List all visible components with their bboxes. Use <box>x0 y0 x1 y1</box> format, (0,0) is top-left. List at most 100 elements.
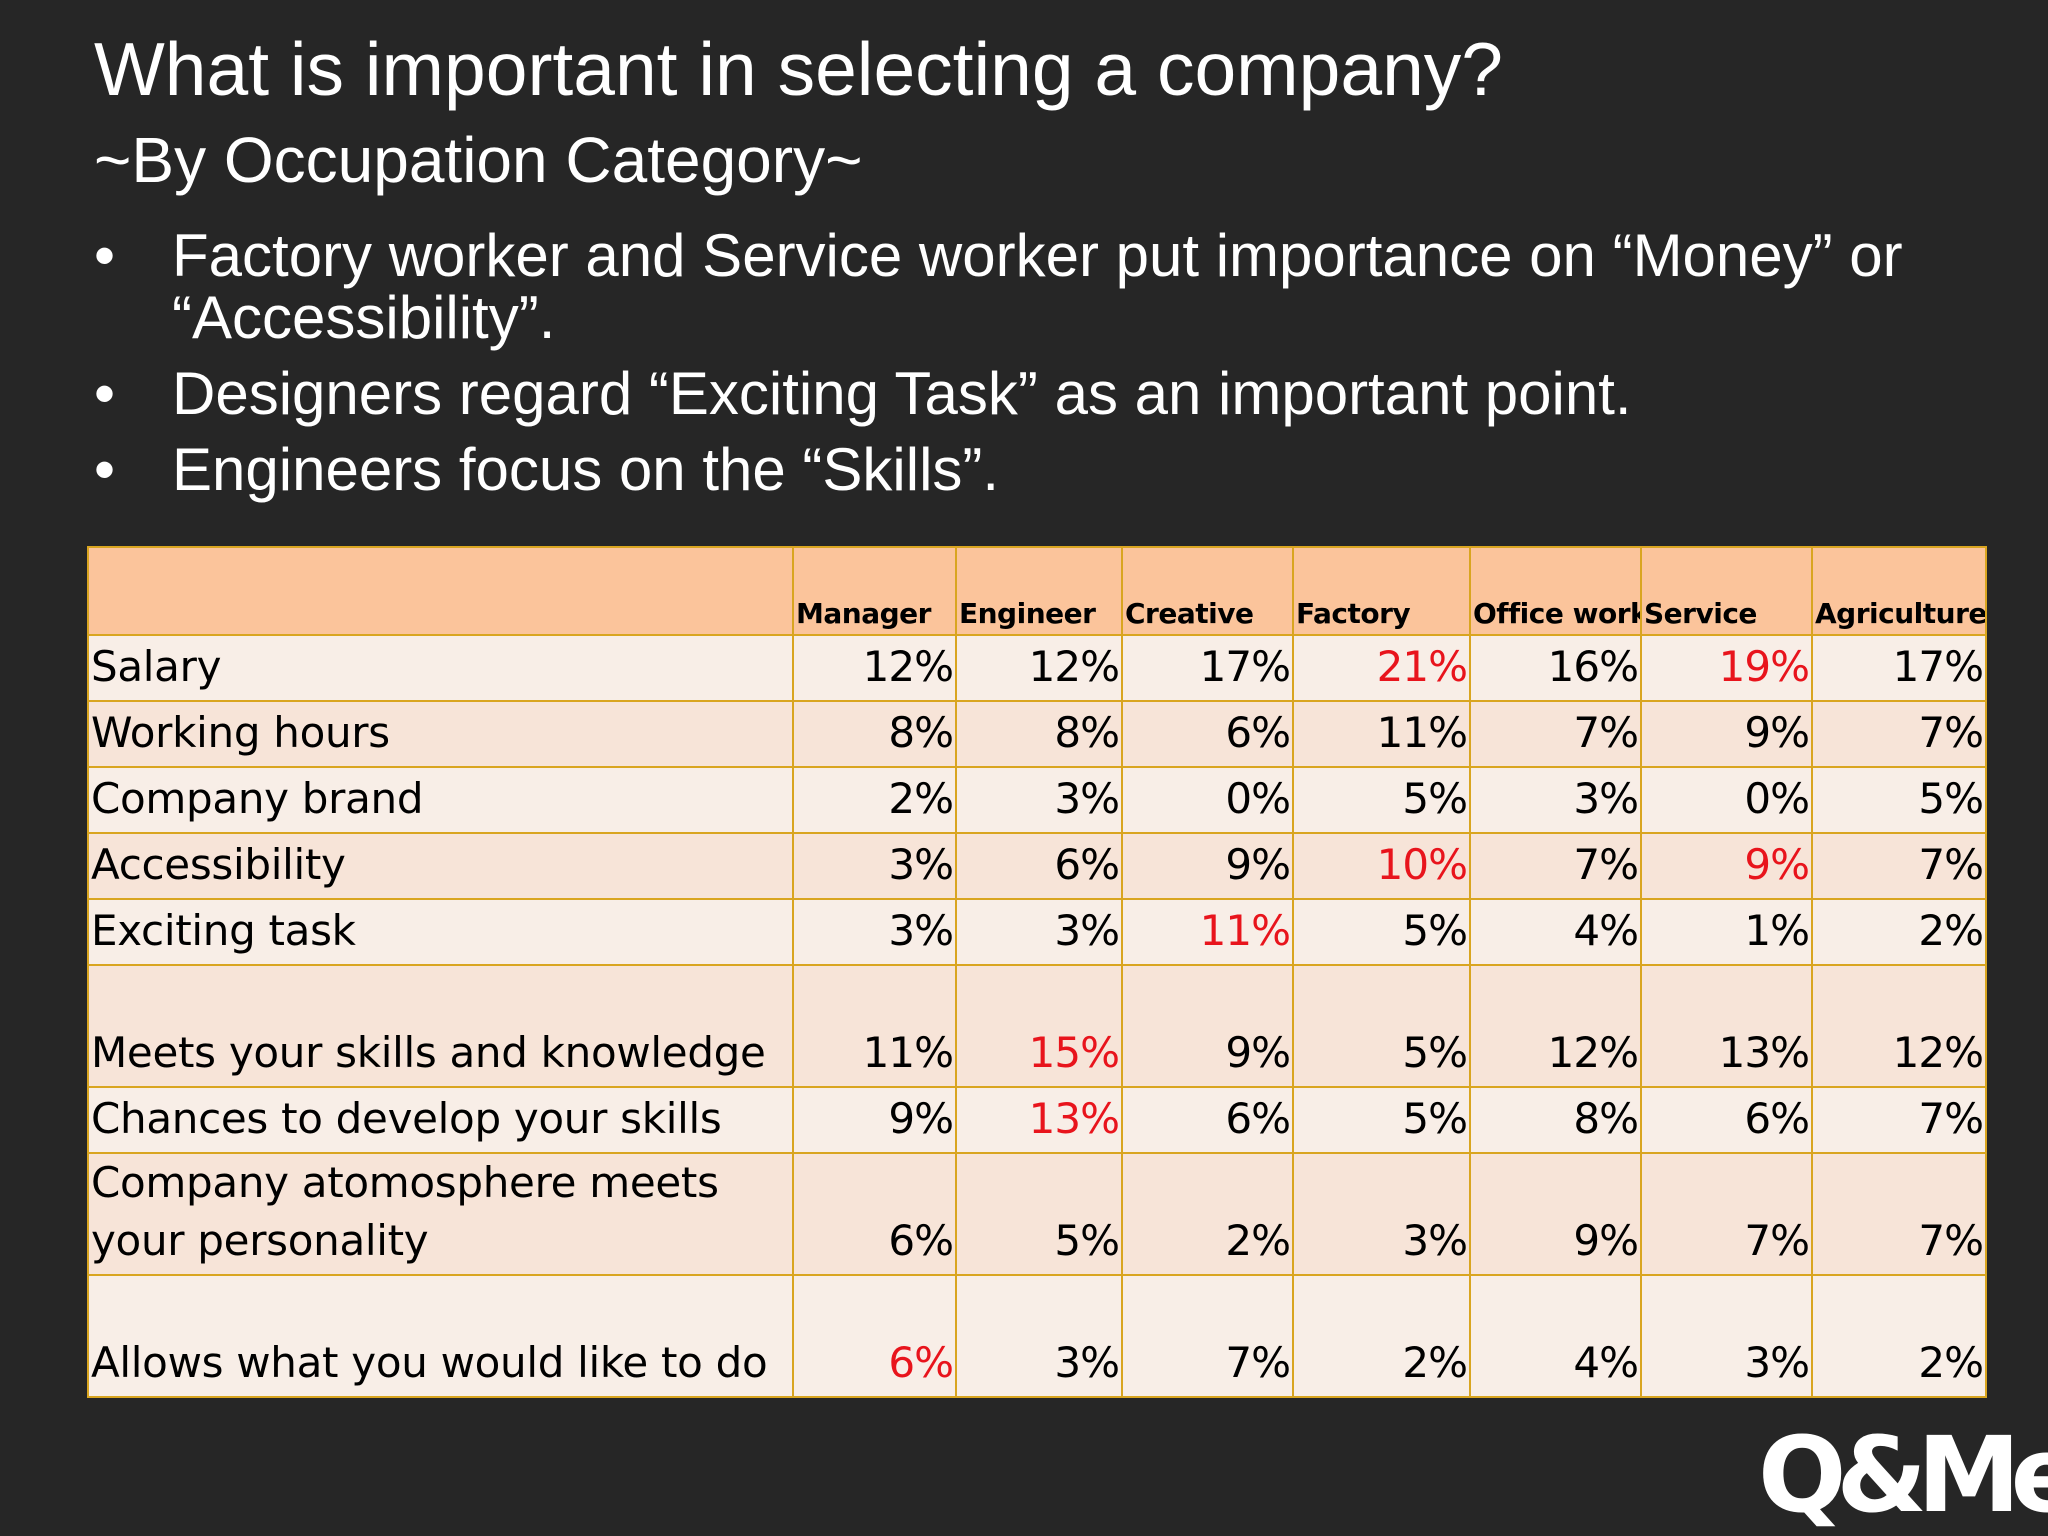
value-cell: 19% <box>1640 634 1813 702</box>
value-cell: 5% <box>1292 766 1471 834</box>
value-cell: 3% <box>955 898 1123 966</box>
value-cell: 12% <box>955 634 1123 702</box>
value-cell: 7% <box>1811 1152 1987 1276</box>
value-cell: 9% <box>1121 964 1294 1088</box>
value-cell: 3% <box>1292 1152 1471 1276</box>
slide-subtitle: ~By Occupation Category~ <box>94 124 863 196</box>
value-cell: 7% <box>1811 700 1987 768</box>
value-cell: 13% <box>1640 964 1813 1088</box>
row-label: Accessibility <box>87 832 794 900</box>
value-cell: 1% <box>1640 898 1813 966</box>
value-cell: 11% <box>1121 898 1294 966</box>
value-cell: 3% <box>955 766 1123 834</box>
value-cell: 10% <box>1292 832 1471 900</box>
column-header: Factory <box>1292 546 1471 636</box>
occupation-table: Manager Engineer Creative Factory Office… <box>87 546 1987 1398</box>
value-cell: 7% <box>1469 700 1642 768</box>
value-cell: 16% <box>1469 634 1642 702</box>
value-cell: 7% <box>1640 1152 1813 1276</box>
bullet-item: • Engineers focus on the “Skills”. <box>94 439 1994 501</box>
row-label: Meets your skills and knowledge <box>87 964 794 1088</box>
value-cell: 13% <box>955 1086 1123 1154</box>
table-row: Working hours 8% 8% 6% 11% 7% 9% 7% <box>87 700 1987 768</box>
table-row: Exciting task 3% 3% 11% 5% 4% 1% 2% <box>87 898 1987 966</box>
table-row: Accessibility 3% 6% 9% 10% 7% 9% 7% <box>87 832 1987 900</box>
column-header: Agriculture <box>1811 546 1987 636</box>
value-cell: 9% <box>1640 700 1813 768</box>
column-header: Manager <box>792 546 957 636</box>
bullet-item: • Factory worker and Service worker put … <box>94 225 1994 349</box>
table-row: Chances to develop your skills 9% 13% 6% 5% 8… <box>87 1086 1987 1154</box>
value-cell: 2% <box>1811 1274 1987 1398</box>
value-cell: 7% <box>1811 832 1987 900</box>
bullet-item: • Designers regard “Exciting Task” as an… <box>94 363 1994 425</box>
table-header-row: Manager Engineer Creative Factory Office… <box>87 546 1987 636</box>
value-cell: 11% <box>1292 700 1471 768</box>
qandme-logo: Q&Me <box>1758 1420 2048 1536</box>
value-cell: 3% <box>1640 1274 1813 1398</box>
value-cell: 3% <box>1469 766 1642 834</box>
value-cell: 7% <box>1469 832 1642 900</box>
value-cell: 2% <box>1121 1152 1294 1276</box>
value-cell: 12% <box>1469 964 1642 1088</box>
value-cell: 0% <box>1640 766 1813 834</box>
value-cell: 2% <box>1811 898 1987 966</box>
value-cell: 8% <box>1469 1086 1642 1154</box>
row-label: Company atomosphere meets your personali… <box>87 1152 794 1276</box>
value-cell: 12% <box>792 634 957 702</box>
bullet-icon: • <box>94 360 116 427</box>
value-cell: 6% <box>955 832 1123 900</box>
row-label: Exciting task <box>87 898 794 966</box>
value-cell: 3% <box>955 1274 1123 1398</box>
table-corner-cell <box>87 546 794 636</box>
table-row: Allows what you would like to do 6% 3% 7% 2%… <box>87 1274 1987 1398</box>
bullet-text: Designers regard “Exciting Task” as an i… <box>172 360 1632 427</box>
bullet-text: Factory worker and Service worker put im… <box>172 222 1903 351</box>
column-header: Creative <box>1121 546 1294 636</box>
value-cell: 6% <box>1121 700 1294 768</box>
table-row: Meets your skills and knowledge 11% 15% 9% 5… <box>87 964 1987 1088</box>
value-cell: 8% <box>792 700 957 768</box>
bullet-icon: • <box>94 436 116 503</box>
value-cell: 4% <box>1469 898 1642 966</box>
row-label: Allows what you would like to do <box>87 1274 794 1398</box>
value-cell: 17% <box>1121 634 1294 702</box>
value-cell: 15% <box>955 964 1123 1088</box>
logo-text: Q&Me <box>1758 1414 2048 1536</box>
value-cell: 9% <box>1640 832 1813 900</box>
table-body: Salary 12% 12% 17% 21% 16% 19% 17% Working hours… <box>87 634 1987 1398</box>
value-cell: 8% <box>955 700 1123 768</box>
value-cell: 6% <box>1640 1086 1813 1154</box>
value-cell: 21% <box>1292 634 1471 702</box>
table-row: Company brand 2% 3% 0% 5% 3% 0% 5% <box>87 766 1987 834</box>
value-cell: 9% <box>1469 1152 1642 1276</box>
row-label: Working hours <box>87 700 794 768</box>
column-header: Engineer <box>955 546 1123 636</box>
value-cell: 2% <box>1292 1274 1471 1398</box>
row-label: Company brand <box>87 766 794 834</box>
bullet-list: • Factory worker and Service worker put … <box>94 225 1994 515</box>
value-cell: 7% <box>1121 1274 1294 1398</box>
value-cell: 5% <box>1811 766 1987 834</box>
value-cell: 2% <box>792 766 957 834</box>
value-cell: 12% <box>1811 964 1987 1088</box>
column-header: Office work <box>1469 546 1642 636</box>
value-cell: 5% <box>1292 964 1471 1088</box>
row-label: Salary <box>87 634 794 702</box>
slide-title: What is important in selecting a company… <box>94 27 1503 111</box>
value-cell: 5% <box>955 1152 1123 1276</box>
table-row: Company atomosphere meets your personali… <box>87 1152 1987 1276</box>
value-cell: 17% <box>1811 634 1987 702</box>
value-cell: 5% <box>1292 898 1471 966</box>
value-cell: 0% <box>1121 766 1294 834</box>
value-cell: 3% <box>792 832 957 900</box>
value-cell: 7% <box>1811 1086 1987 1154</box>
column-header: Service <box>1640 546 1813 636</box>
table-row: Salary 12% 12% 17% 21% 16% 19% 17% <box>87 634 1987 702</box>
value-cell: 6% <box>792 1152 957 1276</box>
value-cell: 4% <box>1469 1274 1642 1398</box>
value-cell: 6% <box>1121 1086 1294 1154</box>
value-cell: 11% <box>792 964 957 1088</box>
bullet-text: Engineers focus on the “Skills”. <box>172 436 1000 503</box>
